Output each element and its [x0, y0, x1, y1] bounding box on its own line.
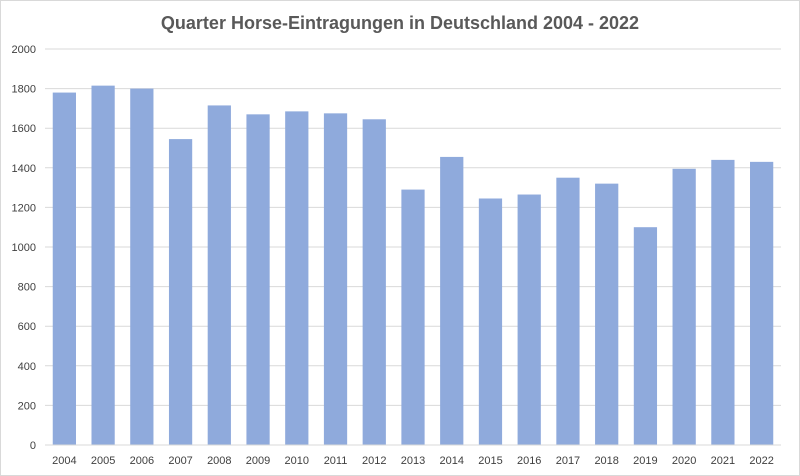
x-tick-label-2011: 2011: [324, 455, 348, 467]
bar-2016: [517, 194, 541, 445]
bar-2007: [168, 139, 193, 445]
bar-2015: [478, 198, 503, 445]
bar-2009: [246, 114, 270, 445]
x-tick-label-2014: 2014: [439, 455, 463, 467]
bar-2022: [750, 161, 774, 446]
bars: [52, 85, 774, 446]
y-tick-label-2000: 2000: [12, 44, 36, 56]
chart-title: Quarter Horse-Eintragungen in Deutschlan…: [161, 13, 639, 33]
x-tick-label-2006: 2006: [130, 455, 154, 467]
x-axis-tick-labels: 2004 2005 2006 2007 2008 2009 2010 2011 2012 2013…: [52, 455, 774, 467]
y-tick-label-400: 400: [18, 361, 36, 373]
bar-2019: [633, 227, 658, 445]
x-tick-label-2007: 2007: [168, 455, 192, 467]
y-tick-label-1400: 1400: [12, 163, 36, 175]
x-tick-label-2021: 2021: [711, 455, 735, 467]
x-tick-label-2008: 2008: [207, 455, 231, 467]
bar-2004: [52, 92, 76, 445]
y-tick-label-200: 200: [18, 400, 36, 412]
x-tick-label-2019: 2019: [633, 455, 657, 467]
y-tick-label-1000: 1000: [12, 242, 36, 254]
x-tick-label-2009: 2009: [246, 455, 270, 467]
bar-2018: [595, 183, 619, 445]
y-tick-label-1600: 1600: [12, 123, 36, 135]
bar-2008: [207, 105, 231, 446]
x-tick-label-2015: 2015: [478, 455, 502, 467]
x-tick-label-2017: 2017: [556, 455, 580, 467]
x-tick-label-2013: 2013: [401, 455, 425, 467]
bar-2005: [91, 85, 115, 445]
bar-2014: [440, 156, 464, 445]
bar-2017: [556, 177, 580, 445]
bar-2012: [362, 119, 386, 445]
x-tick-label-2004: 2004: [52, 455, 76, 467]
x-tick-label-2012: 2012: [362, 455, 386, 467]
x-tick-label-2020: 2020: [672, 455, 696, 467]
bar-2006: [130, 88, 154, 445]
y-tick-label-800: 800: [18, 282, 36, 294]
bar-2020: [672, 168, 696, 446]
y-tick-label-1800: 1800: [12, 84, 36, 96]
y-axis-tick-labels: 0 200 400 600 800 1000 1200 1400 1600 1800 2000: [12, 44, 36, 452]
x-tick-label-2010: 2010: [285, 455, 309, 467]
y-tick-label-0: 0: [30, 440, 36, 452]
y-tick-label-1200: 1200: [12, 202, 36, 214]
bar-2011: [323, 113, 348, 445]
x-tick-label-2022: 2022: [749, 455, 773, 467]
bar-2010: [285, 111, 309, 446]
bar-2013: [401, 189, 425, 445]
y-tick-label-600: 600: [18, 321, 36, 333]
x-tick-label-2016: 2016: [517, 455, 541, 467]
x-tick-label-2018: 2018: [594, 455, 618, 467]
x-tick-label-2005: 2005: [91, 455, 115, 467]
bar-2021: [711, 159, 735, 445]
